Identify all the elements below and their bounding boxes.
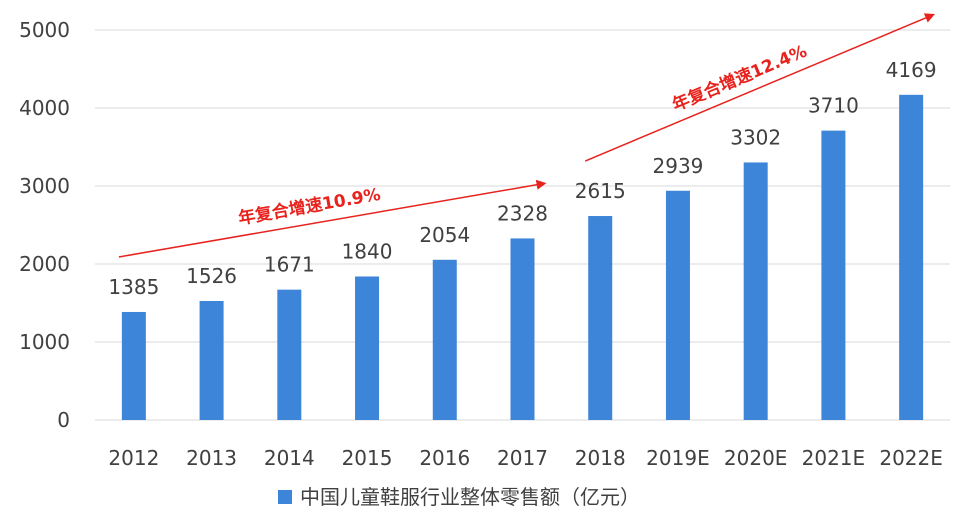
x-tick-label: 2021E bbox=[802, 446, 866, 470]
bar bbox=[199, 300, 224, 420]
data-label: 4169 bbox=[886, 58, 937, 82]
x-tick-label: 2017 bbox=[497, 446, 548, 470]
data-label: 2054 bbox=[419, 223, 470, 247]
legend-swatch bbox=[278, 490, 292, 504]
bar bbox=[899, 94, 924, 421]
bar bbox=[277, 289, 302, 420]
bar bbox=[821, 130, 846, 420]
y-tick-label: 4000 bbox=[19, 96, 70, 120]
x-tick-label: 2013 bbox=[186, 446, 237, 470]
y-tick-label: 5000 bbox=[19, 18, 70, 42]
x-tick-label: 2016 bbox=[419, 446, 470, 470]
data-label: 1840 bbox=[342, 239, 393, 263]
x-tick-label: 2018 bbox=[575, 446, 626, 470]
data-label: 1526 bbox=[186, 264, 237, 288]
bar bbox=[665, 190, 690, 420]
y-tick-label: 0 bbox=[57, 408, 70, 432]
x-axis: 2012 2013 2014 2015 2016 2017 2018 2019E 2020E 20… bbox=[108, 446, 942, 470]
x-tick-label: 2015 bbox=[342, 446, 393, 470]
y-tick-label: 3000 bbox=[19, 174, 70, 198]
x-tick-label: 2014 bbox=[264, 446, 315, 470]
y-axis: 0 1000 2000 3000 4000 5000 bbox=[19, 18, 70, 432]
growth-rate-label: 年复合增速12.4% bbox=[669, 41, 810, 116]
data-label: 2328 bbox=[497, 201, 548, 225]
growth-rate-label: 年复合增速10.9% bbox=[237, 184, 382, 229]
legend: 中国儿童鞋服行业整体零售额（亿元） bbox=[278, 485, 640, 509]
data-label: 2615 bbox=[575, 179, 626, 203]
x-tick-label: 2019E bbox=[646, 446, 710, 470]
growth-arrow bbox=[584, 13, 935, 162]
x-tick-label: 2012 bbox=[108, 446, 159, 470]
bar bbox=[588, 216, 613, 420]
data-label: 1385 bbox=[108, 275, 159, 299]
legend-label: 中国儿童鞋服行业整体零售额（亿元） bbox=[300, 485, 640, 509]
data-labels: 1385 1526 1671 1840 2054 2328 2615 2939 3302 3710… bbox=[108, 58, 936, 299]
data-label: 3710 bbox=[808, 94, 859, 118]
bars bbox=[121, 94, 924, 421]
growth-arrow bbox=[118, 179, 547, 258]
y-tick-label: 2000 bbox=[19, 252, 70, 276]
data-label: 2939 bbox=[653, 154, 704, 178]
y-tick-label: 1000 bbox=[19, 330, 70, 354]
x-tick-label: 2022E bbox=[879, 446, 943, 470]
data-label: 3302 bbox=[730, 125, 781, 149]
bar bbox=[510, 238, 535, 420]
bar bbox=[355, 276, 380, 420]
bar bbox=[743, 162, 768, 420]
x-tick-label: 2020E bbox=[724, 446, 788, 470]
data-label: 1671 bbox=[264, 253, 315, 277]
bar bbox=[432, 259, 457, 420]
bar bbox=[121, 311, 146, 420]
